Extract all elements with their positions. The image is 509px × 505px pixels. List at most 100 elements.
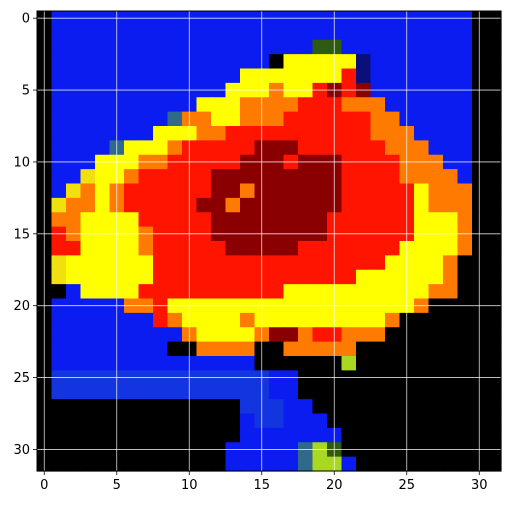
heatmap-cell xyxy=(486,68,502,84)
heatmap-cell xyxy=(443,140,459,156)
heatmap-cell xyxy=(443,39,459,55)
heatmap-cell xyxy=(457,327,473,343)
heatmap-cell xyxy=(356,341,372,357)
heatmap-cell xyxy=(385,169,401,185)
heatmap-cell xyxy=(312,68,328,84)
heatmap-cell xyxy=(240,312,256,328)
heatmap-cell xyxy=(240,269,256,285)
heatmap-cell xyxy=(196,54,212,70)
heatmap-cell xyxy=(124,341,140,357)
heatmap-cell xyxy=(312,356,328,371)
heatmap-cell xyxy=(167,356,183,371)
heatmap-cell xyxy=(95,169,111,185)
heatmap-cell xyxy=(66,111,82,127)
heatmap-cell xyxy=(414,269,430,285)
heatmap-cell xyxy=(486,54,502,70)
heatmap-cell xyxy=(95,269,111,285)
heatmap-cell xyxy=(312,241,328,256)
heatmap-cell xyxy=(443,212,459,228)
heatmap-cell xyxy=(370,54,386,70)
heatmap-cell xyxy=(211,384,227,400)
heatmap-cell xyxy=(298,312,314,328)
heatmap-cell xyxy=(95,212,111,228)
heatmap-cell xyxy=(225,111,241,127)
heatmap-cell xyxy=(486,97,502,113)
heatmap-cell xyxy=(457,284,473,300)
heatmap-cell xyxy=(51,111,67,127)
heatmap-cell xyxy=(80,399,96,415)
heatmap-cell xyxy=(95,384,111,400)
heatmap-cell xyxy=(457,356,473,371)
heatmap-cell xyxy=(486,284,502,300)
heatmap-cell xyxy=(153,126,169,141)
heatmap-cell xyxy=(356,427,372,443)
heatmap-cell xyxy=(66,212,82,228)
heatmap-cell xyxy=(356,284,372,300)
heatmap-cell xyxy=(51,456,67,472)
heatmap-cell xyxy=(298,255,314,271)
heatmap-cell xyxy=(385,197,401,213)
heatmap-cell xyxy=(428,126,444,141)
heatmap-cell xyxy=(196,341,212,357)
heatmap-cell xyxy=(443,197,459,213)
heatmap-cell xyxy=(51,140,67,156)
heatmap-cell xyxy=(298,327,314,343)
heatmap-cell xyxy=(51,327,67,343)
heatmap-cell xyxy=(138,327,154,343)
heatmap-cell xyxy=(298,169,314,185)
heatmap-cell xyxy=(66,25,82,41)
heatmap-cell xyxy=(211,212,227,228)
heatmap-cell xyxy=(211,413,227,429)
heatmap-cell xyxy=(370,212,386,228)
heatmap-cell xyxy=(269,399,285,415)
heatmap-cell xyxy=(414,327,430,343)
heatmap-cell xyxy=(356,356,372,371)
heatmap-cell xyxy=(298,269,314,285)
heatmap-cell xyxy=(428,111,444,127)
heatmap-cell xyxy=(443,269,459,285)
heatmap-cell xyxy=(211,169,227,185)
heatmap-cell xyxy=(138,384,154,400)
heatmap-cell xyxy=(486,111,502,127)
heatmap-cell xyxy=(414,284,430,300)
heatmap-cell xyxy=(240,169,256,185)
heatmap-cell xyxy=(196,255,212,271)
heatmap-cell xyxy=(95,39,111,55)
heatmap-cell xyxy=(486,255,502,271)
heatmap-cell xyxy=(211,284,227,300)
heatmap-cell xyxy=(153,183,169,199)
heatmap-cell xyxy=(196,212,212,228)
heatmap-cell xyxy=(341,212,357,228)
heatmap-cell xyxy=(486,140,502,156)
heatmap-cell xyxy=(196,384,212,400)
heatmap-cell xyxy=(80,327,96,343)
heatmap-cell xyxy=(95,111,111,127)
heatmap-cell xyxy=(80,413,96,429)
heatmap-cell xyxy=(66,427,82,443)
heatmap-cell xyxy=(370,111,386,127)
heatmap-cell xyxy=(486,183,502,199)
heatmap-cell xyxy=(283,284,299,300)
heatmap-cell xyxy=(196,327,212,343)
x-axis: 0 5 10 15 20 25 30 xyxy=(40,471,488,493)
heatmap-cell xyxy=(124,183,140,199)
heatmap-cell xyxy=(414,97,430,113)
x-tick-label: 10 xyxy=(181,478,198,493)
heatmap-cell xyxy=(356,456,372,472)
heatmap-cell xyxy=(443,427,459,443)
x-tick-label: 5 xyxy=(113,478,121,493)
heatmap-cell xyxy=(341,39,357,55)
heatmap-cell xyxy=(211,456,227,472)
heatmap-cell xyxy=(370,183,386,199)
heatmap-cell xyxy=(385,212,401,228)
x-tick-label: 15 xyxy=(253,478,270,493)
heatmap-cell xyxy=(51,97,67,113)
heatmap-cell xyxy=(66,312,82,328)
heatmap-cell xyxy=(283,341,299,357)
heatmap-cell xyxy=(51,384,67,400)
heatmap-cell xyxy=(312,197,328,213)
heatmap-cell xyxy=(341,68,357,84)
heatmap-cell xyxy=(414,25,430,41)
heatmap-cell xyxy=(153,312,169,328)
